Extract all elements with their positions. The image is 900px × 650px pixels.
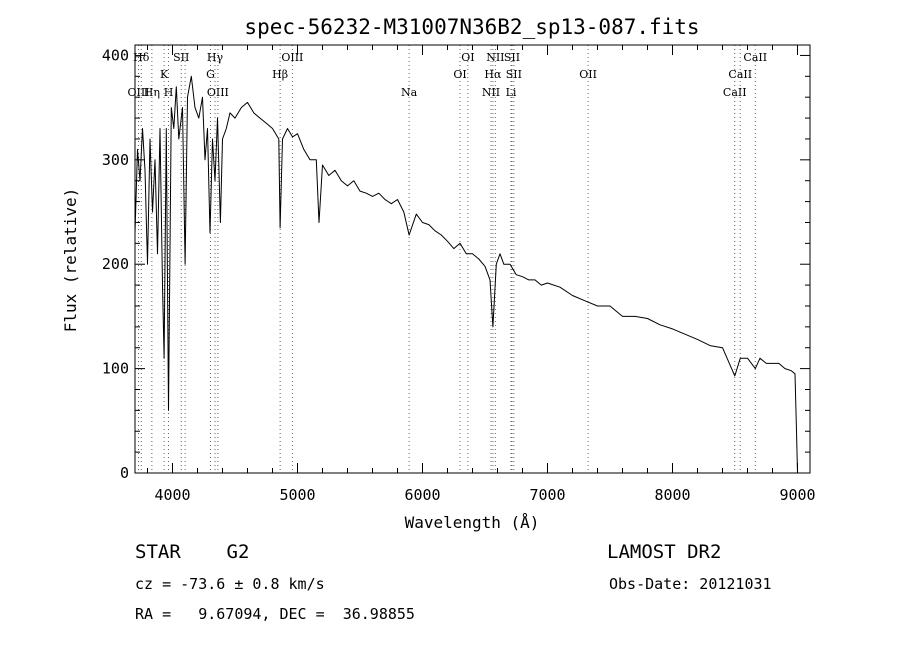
spectrum-line-0 bbox=[134, 75, 798, 474]
y-tick-label: 300 bbox=[102, 151, 129, 169]
series-group bbox=[134, 75, 798, 474]
y-tick-label: 100 bbox=[102, 360, 129, 378]
line-label-12: OI bbox=[461, 51, 474, 64]
line-markers bbox=[138, 45, 756, 473]
x-axis-label: Wavelength (Å) bbox=[405, 513, 540, 532]
x-axis: 4000 5000 6000 7000 8000 9000 bbox=[147, 45, 816, 504]
redshift-text: cz = -73.6 ± 0.8 km/s bbox=[135, 575, 325, 593]
line-label-17: SII bbox=[506, 68, 522, 81]
line-label-5: H bbox=[164, 86, 174, 99]
x-tick-label: 5000 bbox=[279, 486, 315, 504]
y-axis: 0 100 200 300 400 bbox=[102, 46, 810, 482]
survey-text: LAMOST DR2 bbox=[607, 541, 722, 563]
line-label-13: OI bbox=[453, 68, 466, 81]
line-label-7: G bbox=[206, 68, 215, 81]
line-label-18: NII bbox=[482, 86, 500, 99]
line-label-11: Na bbox=[401, 86, 418, 99]
line-label-14: NII bbox=[486, 51, 504, 64]
line-label-16: Hα bbox=[484, 68, 502, 81]
line-label-1: OIII bbox=[127, 86, 149, 99]
x-tick-label: 4000 bbox=[154, 486, 190, 504]
x-tick-label: 7000 bbox=[529, 486, 565, 504]
line-label-8: OIII bbox=[207, 86, 229, 99]
line-label-6: Hγ bbox=[207, 51, 224, 64]
y-tick-label: 200 bbox=[102, 255, 129, 273]
line-label-2: Hη bbox=[144, 86, 160, 99]
line-label-10: Hβ bbox=[272, 68, 288, 81]
x-tick-label: 8000 bbox=[654, 486, 690, 504]
x-tick-label: 6000 bbox=[404, 486, 440, 504]
obs-date-text: Obs-Date: 20121031 bbox=[609, 575, 772, 593]
y-tick-label: 0 bbox=[120, 464, 129, 482]
line-label-19: Li bbox=[506, 86, 517, 99]
plot-frame bbox=[134, 44, 811, 474]
y-tick-label: 400 bbox=[102, 46, 129, 64]
line-label-20: OII bbox=[579, 68, 597, 81]
line-label-15: SII bbox=[504, 51, 520, 64]
line-label-21: CaII bbox=[743, 51, 767, 64]
x-tick-label: 9000 bbox=[779, 486, 815, 504]
line-label-23: CaII bbox=[723, 86, 747, 99]
radec-text: RA = 9.67094, DEC = 36.98855 bbox=[135, 605, 415, 623]
line-label-9: OIII bbox=[281, 51, 303, 64]
line-label-0: Hδ bbox=[133, 51, 150, 64]
y-axis-label: Flux (relative) bbox=[61, 188, 80, 333]
line-label-3: K bbox=[160, 68, 169, 81]
chart-title: spec-56232-M31007N36B2_sp13-087.fits bbox=[244, 15, 699, 39]
line-label-4: SII bbox=[173, 51, 189, 64]
object-class-text: STAR G2 bbox=[135, 541, 250, 563]
line-label-22: CaII bbox=[728, 68, 752, 81]
